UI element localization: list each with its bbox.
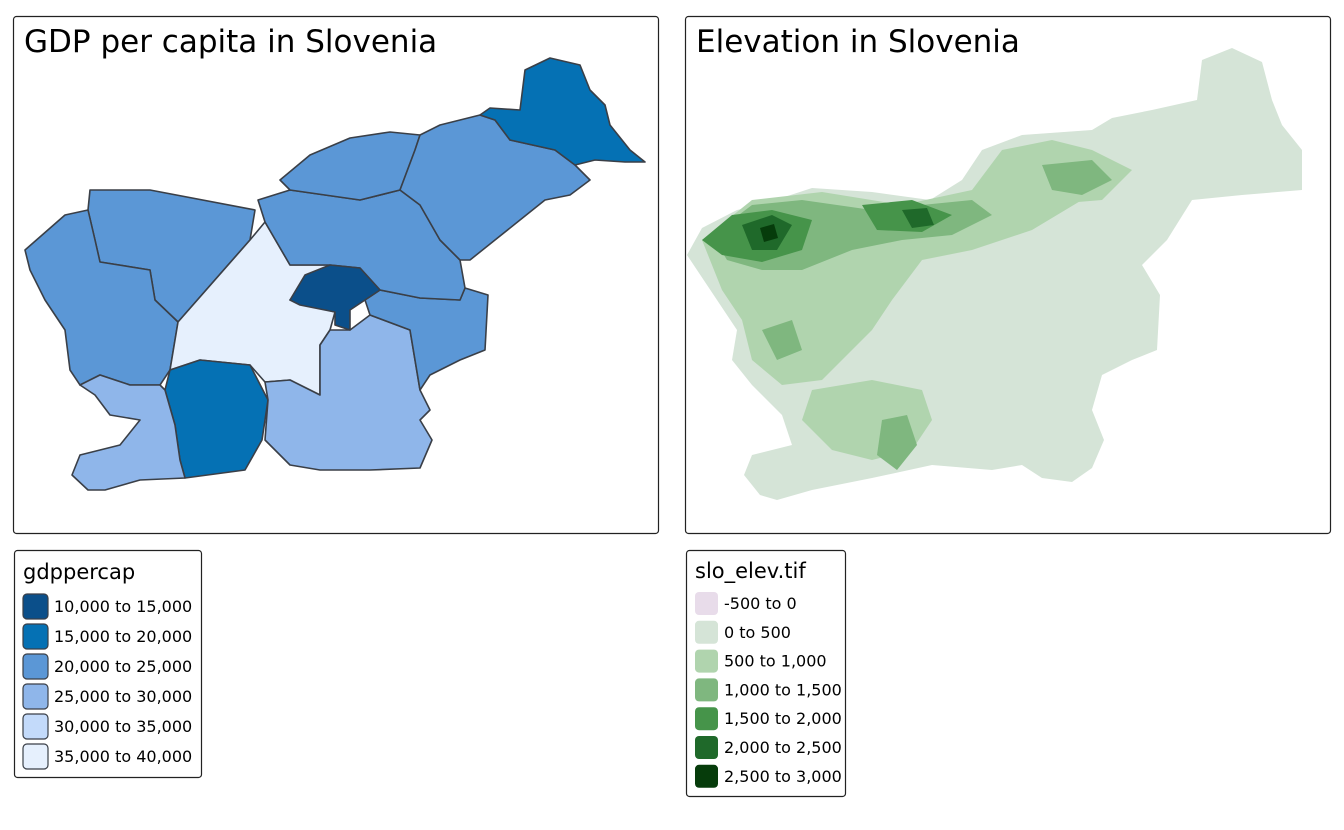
- legend-label: 20,000 to 25,000: [54, 657, 192, 676]
- legend-label: 2,000 to 2,500: [724, 738, 842, 757]
- legend-title: slo_elev.tif: [695, 559, 806, 584]
- elevation-zone: [1042, 160, 1112, 195]
- legend-swatch: [695, 678, 718, 702]
- legend-swatch: [695, 649, 718, 673]
- legend-label: 15,000 to 20,000: [54, 627, 192, 646]
- gdp-map: [24, 57, 646, 491]
- region: [279, 131, 421, 201]
- elevation-zone: [760, 224, 778, 242]
- legend-label: 0 to 500: [724, 623, 791, 642]
- legend-label: 30,000 to 35,000: [54, 717, 192, 736]
- legend-swatch: [695, 764, 718, 788]
- legend-swatch: [695, 736, 718, 759]
- legend-label: 1,000 to 1,500: [724, 680, 842, 699]
- legend-swatch: [695, 592, 718, 615]
- map-title: Elevation in Slovenia: [696, 24, 1020, 60]
- elevation-zone: [762, 320, 802, 360]
- legend-label: 2,500 to 3,000: [724, 767, 842, 786]
- map-title: GDP per capita in Slovenia: [24, 24, 437, 60]
- legend-frame: [13, 549, 203, 779]
- elevation-zone: [877, 415, 917, 470]
- legend-swatch: [695, 707, 718, 731]
- legend-frame: [685, 549, 847, 798]
- legend-swatch: [695, 620, 718, 644]
- legend-swatch: [22, 743, 49, 770]
- legend-label: 500 to 1,000: [724, 652, 827, 671]
- legend-swatch: [22, 593, 49, 620]
- elevation-map: [687, 48, 1302, 500]
- legend-label: 1,500 to 2,000: [724, 709, 842, 728]
- region: [71, 374, 186, 491]
- legend-swatch: [22, 713, 49, 740]
- legend-label: 25,000 to 30,000: [54, 687, 192, 706]
- region: [479, 57, 646, 166]
- region: [24, 209, 179, 386]
- legend-label: -500 to 0: [724, 594, 797, 613]
- elevation-zone: [902, 208, 934, 228]
- legend-swatch: [22, 683, 49, 710]
- legend-label: 10,000 to 15,000: [54, 597, 192, 616]
- legend-swatch: [22, 623, 49, 650]
- legend-label: 35,000 to 40,000: [54, 747, 192, 766]
- legend-swatch: [22, 653, 49, 680]
- region: [289, 264, 381, 331]
- legend-title: gdppercap: [23, 560, 135, 584]
- region: [264, 314, 433, 471]
- region: [399, 114, 591, 261]
